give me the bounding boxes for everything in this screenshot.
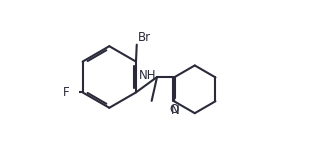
Text: NH: NH <box>139 69 157 82</box>
Text: N: N <box>170 104 179 117</box>
Text: Br: Br <box>137 31 151 44</box>
Text: F: F <box>63 86 70 99</box>
Text: O: O <box>169 103 179 116</box>
